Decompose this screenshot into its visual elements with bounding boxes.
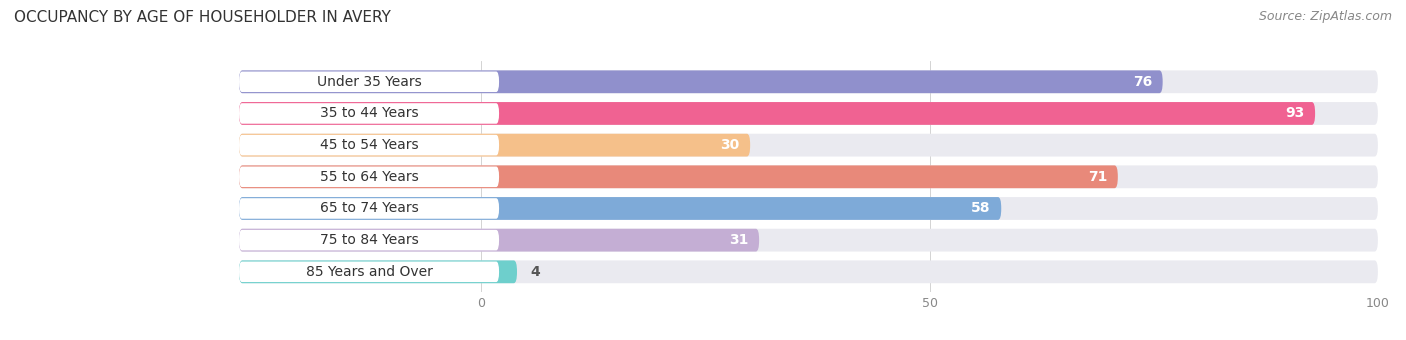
Text: 76: 76 <box>1133 75 1152 89</box>
FancyBboxPatch shape <box>239 167 499 187</box>
FancyBboxPatch shape <box>239 260 1378 283</box>
Text: 55 to 64 Years: 55 to 64 Years <box>319 170 419 184</box>
FancyBboxPatch shape <box>239 134 751 156</box>
Text: 45 to 54 Years: 45 to 54 Years <box>319 138 419 152</box>
FancyBboxPatch shape <box>239 135 499 155</box>
FancyBboxPatch shape <box>239 229 759 252</box>
FancyBboxPatch shape <box>239 260 517 283</box>
FancyBboxPatch shape <box>239 165 1118 188</box>
FancyBboxPatch shape <box>239 229 1378 252</box>
Text: 71: 71 <box>1088 170 1107 184</box>
FancyBboxPatch shape <box>239 134 1378 156</box>
FancyBboxPatch shape <box>239 230 499 250</box>
FancyBboxPatch shape <box>239 261 499 282</box>
Text: 85 Years and Over: 85 Years and Over <box>305 265 433 279</box>
FancyBboxPatch shape <box>239 71 499 92</box>
Text: OCCUPANCY BY AGE OF HOUSEHOLDER IN AVERY: OCCUPANCY BY AGE OF HOUSEHOLDER IN AVERY <box>14 10 391 25</box>
Text: 31: 31 <box>728 233 748 247</box>
FancyBboxPatch shape <box>239 165 1378 188</box>
Text: 58: 58 <box>972 202 990 216</box>
Text: 35 to 44 Years: 35 to 44 Years <box>319 106 419 120</box>
Text: 93: 93 <box>1285 106 1305 120</box>
FancyBboxPatch shape <box>239 102 1315 125</box>
FancyBboxPatch shape <box>239 197 1378 220</box>
FancyBboxPatch shape <box>239 70 1163 93</box>
Text: Source: ZipAtlas.com: Source: ZipAtlas.com <box>1258 10 1392 23</box>
Text: Under 35 Years: Under 35 Years <box>316 75 422 89</box>
FancyBboxPatch shape <box>239 70 1378 93</box>
Text: 75 to 84 Years: 75 to 84 Years <box>319 233 419 247</box>
Text: 30: 30 <box>720 138 740 152</box>
FancyBboxPatch shape <box>239 198 499 219</box>
FancyBboxPatch shape <box>239 197 1001 220</box>
FancyBboxPatch shape <box>239 102 1378 125</box>
Text: 65 to 74 Years: 65 to 74 Years <box>319 202 419 216</box>
Text: 4: 4 <box>530 265 540 279</box>
FancyBboxPatch shape <box>239 103 499 124</box>
